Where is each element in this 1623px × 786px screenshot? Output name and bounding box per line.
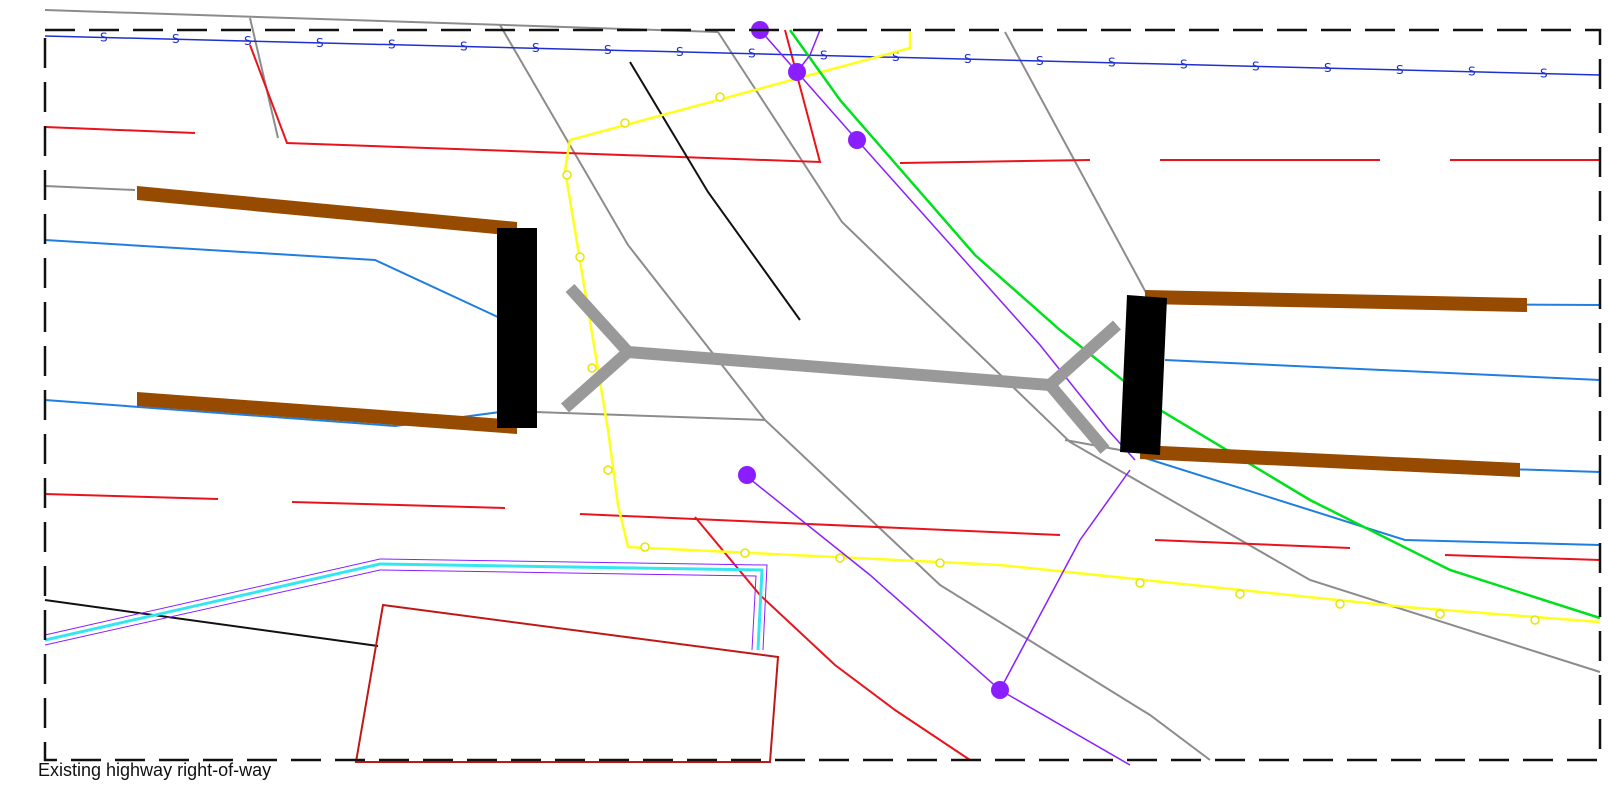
road-edge-line (249, 17, 279, 139)
building-outline (354, 603, 780, 763)
telecom-line (44, 569, 757, 651)
road-edge-line (1004, 31, 1151, 301)
power-pole-marker (935, 558, 945, 568)
sewer-glyph: S (964, 52, 972, 66)
bridge-beam (1140, 445, 1520, 477)
power-pole-marker (1135, 578, 1145, 588)
power-pole-marker (1335, 599, 1345, 609)
ug-power-line (999, 469, 1131, 691)
pier-beam (627, 346, 1051, 391)
road-edge-line (534, 411, 766, 421)
underground-power-lines (744, 29, 1136, 766)
road-edge-line (499, 24, 1211, 761)
power-pole-markers (562, 92, 1540, 625)
sewer-glyph: S (604, 43, 612, 57)
power-pole-marker (1530, 615, 1540, 625)
power-pole-marker (603, 465, 613, 475)
sewer-glyph: S (1252, 59, 1260, 73)
bridge-beam (1145, 290, 1527, 312)
telecom-line (44, 562, 764, 651)
row-line (1154, 539, 1351, 549)
water-lines (44, 239, 1601, 546)
manhole-marker (738, 466, 756, 484)
power-pole-marker (715, 92, 725, 102)
row-line (899, 159, 1091, 164)
sewer-glyph: S (316, 36, 324, 50)
sewer-glyph: S (244, 34, 252, 48)
power-pole-marker (740, 548, 750, 558)
row-line (249, 29, 822, 164)
property-line (44, 599, 379, 647)
bridge-beams (137, 186, 1527, 477)
sewer-glyph: S (1468, 65, 1476, 79)
ug-power-manholes (738, 21, 1009, 699)
water-line (44, 239, 501, 319)
sewer-glyph: S (1180, 57, 1188, 71)
abutment-west (497, 228, 537, 428)
sewer-glyph: S (748, 47, 756, 61)
sewer-glyph: S (100, 30, 108, 44)
sewer-glyph: S (1540, 66, 1548, 80)
road-edge-line (1064, 439, 1121, 451)
row-line (44, 126, 196, 134)
row-line (44, 493, 219, 500)
overhead-power-line (563, 32, 1601, 624)
ug-power-line (744, 474, 1131, 766)
row-line (291, 501, 506, 509)
power-pole-marker (562, 170, 572, 180)
road-edge-lines (44, 9, 1601, 761)
telecom-duct-bank (44, 558, 768, 651)
power-pole-marker (1435, 609, 1445, 619)
sewer-glyph: S (1324, 61, 1332, 75)
abutment-east (1120, 295, 1167, 455)
pier-cap-east (1041, 320, 1122, 454)
water-line (1144, 457, 1601, 546)
manhole-marker (848, 131, 866, 149)
property-lines (44, 61, 801, 647)
sewer-glyph: S (532, 41, 540, 55)
drawing-caption: Existing highway right-of-way (38, 760, 272, 780)
ug-power-line (759, 29, 1136, 461)
road-edge-line (44, 9, 719, 33)
sewer-glyph: S (460, 39, 468, 53)
abutments (497, 228, 1167, 455)
bridge-beam (137, 186, 517, 236)
sewer-glyph: S (676, 45, 684, 59)
manhole-marker (991, 681, 1009, 699)
power-pole-marker (575, 252, 585, 262)
sewer-glyph: S (388, 38, 396, 52)
property-line (629, 61, 801, 321)
sanitary-sewer-line (44, 35, 1601, 76)
bridge-beam (137, 392, 517, 434)
sewer-glyph: S (1108, 56, 1116, 70)
sewer-glyphs: S S S S S S S S S S S S S S S S S S S S S (100, 30, 1548, 80)
row-line (1444, 554, 1601, 561)
sewer-glyph: S (1396, 63, 1404, 77)
telecom-line (44, 558, 768, 651)
sewer-glyph: S (892, 50, 900, 64)
gas-main-line (788, 29, 1601, 620)
project-limits-frame (43, 28, 1602, 762)
power-pole-marker (587, 363, 597, 373)
power-pole-marker (1235, 589, 1245, 599)
overhead-power-lines (563, 32, 1601, 624)
manhole-marker (788, 63, 806, 81)
right-of-way-lines (44, 29, 1601, 761)
road-edge-line (717, 31, 1601, 673)
sewer-glyph: S (1036, 54, 1044, 68)
pier-cap-west (561, 283, 637, 413)
power-pole-marker (835, 553, 845, 563)
sewer-glyph: S (172, 32, 180, 46)
road-edge-line (44, 185, 136, 191)
sewer-glyph: S (820, 48, 828, 62)
power-pole-marker (620, 118, 630, 128)
row-line (579, 513, 1061, 536)
power-pole-marker (640, 542, 650, 552)
pier (561, 283, 1122, 454)
water-line (1164, 359, 1601, 381)
